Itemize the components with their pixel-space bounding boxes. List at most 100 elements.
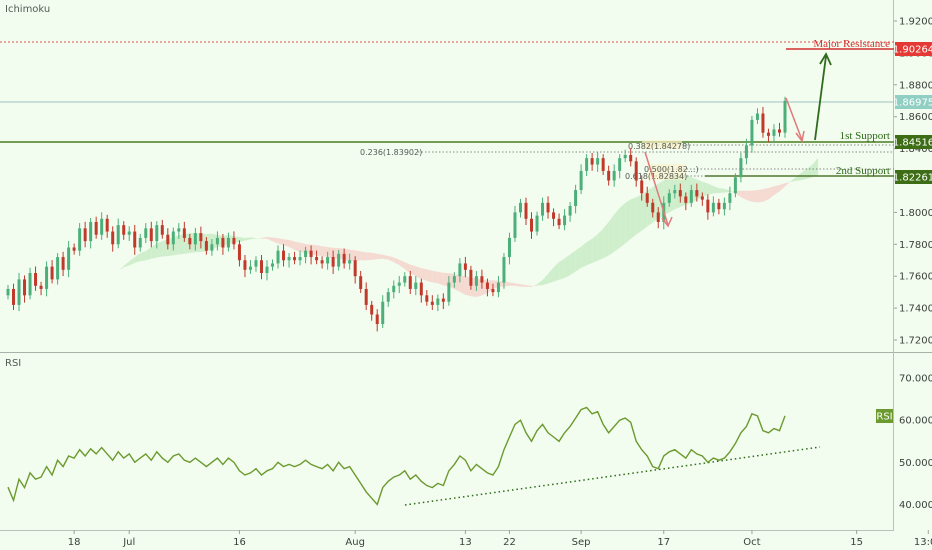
candle-body [557,218,561,226]
cloud-segment [773,184,780,196]
time-tick-label: 22 [503,537,516,548]
candle-body [105,218,109,232]
cloud-segment [581,242,587,268]
candle-body [629,154,633,162]
down-arrow-sep [644,151,669,226]
candle-body [193,233,197,245]
cloud-segment [537,280,543,286]
rsi-badge-label: RSI [876,412,892,423]
cloud-segment [283,239,290,247]
cloud-segment [509,282,515,286]
candle-body [695,190,699,197]
candle-body [783,100,787,133]
candle-body [309,250,313,258]
cloud-segment [239,237,245,242]
time-tick-label: Oct [743,537,760,548]
candle-body [122,225,126,235]
candle-body [6,288,10,296]
candle-body [474,276,478,286]
candle-body [645,193,649,203]
cloud-segment [707,183,714,195]
candle-body [574,190,578,207]
candle-body [337,253,341,267]
price-tick-label: 1.92000 [899,17,932,28]
cloud-segment [812,157,819,178]
cloud-segment [399,259,405,269]
price-tick-label: 1.74000 [899,304,932,315]
candle-body [149,228,153,242]
candle-body [480,276,484,283]
cloud-segment [355,250,361,262]
time-tick-label: Aug [345,537,365,548]
candle-body [502,257,506,283]
candle-body [711,202,715,213]
cloud-segment [432,270,438,284]
candle-body [171,231,175,245]
price-tick-label: 1.80000 [899,208,932,219]
candle-body [204,241,208,251]
candle-body [56,257,60,280]
candle-body [138,237,142,248]
cloud-segment [289,239,295,250]
candle-body [728,193,732,203]
candle-body [667,193,671,203]
down-arrow-oct-head [795,130,805,143]
candle-body [386,292,390,302]
cloud-segment [553,261,560,282]
cloud-segment [459,275,466,295]
candle-body [78,228,82,251]
cloud-segment [779,183,785,192]
cloud-segment [746,190,752,202]
second-support-value: 1.82261 [893,173,932,184]
candle-body [530,218,534,232]
candle-body [61,257,65,270]
candle-body [375,314,379,325]
fib-0500-label: 0.500(1.82...) [644,165,699,174]
candle-body [45,266,49,289]
cloud-segment [118,265,124,271]
cloud-segment [542,273,549,286]
price-tick-label: 1.76000 [899,272,932,283]
ichimoku-label: Ichimoku [5,4,50,15]
first-support-label: 1st Support [840,130,890,142]
candle-body [12,288,16,305]
candle-body [579,170,583,191]
cloud-segment [129,257,135,266]
cloud-segment [294,241,301,252]
candle-body [563,215,567,226]
candle-body [50,266,54,280]
candle-body [282,250,286,261]
candle-body [469,269,473,286]
candle-body [535,215,539,232]
candle-body [425,295,429,302]
candle-body [111,231,115,245]
cloud-segment [178,234,185,255]
candle-body [72,247,76,251]
major-resistance-value: 1.90264 [893,45,932,56]
candle-body [237,244,241,261]
candle-body [83,228,87,242]
candle-body [271,263,275,267]
cloud-segment [619,203,626,248]
fib-0382-highlight [642,140,682,149]
time-tick-label: 13 [459,537,472,548]
candle-body [221,237,225,248]
candle-body [293,257,297,261]
candle-body [287,257,291,261]
rsi-pane-bg [0,353,894,530]
candle-body [739,158,743,178]
candle-body [541,202,545,216]
cloud-segment [366,252,372,261]
first-support-badge [895,135,932,149]
cloud-segment [382,254,389,260]
candle-body [452,276,456,283]
cloud-segment [327,247,334,259]
up-arrow-head [819,52,832,66]
cloud-segment [145,247,152,261]
candle-body [458,263,462,277]
cloud-segment [514,283,521,287]
candle-body [100,218,104,235]
candle-body [717,202,721,210]
candle-body [552,212,556,219]
candle-body [155,225,159,242]
